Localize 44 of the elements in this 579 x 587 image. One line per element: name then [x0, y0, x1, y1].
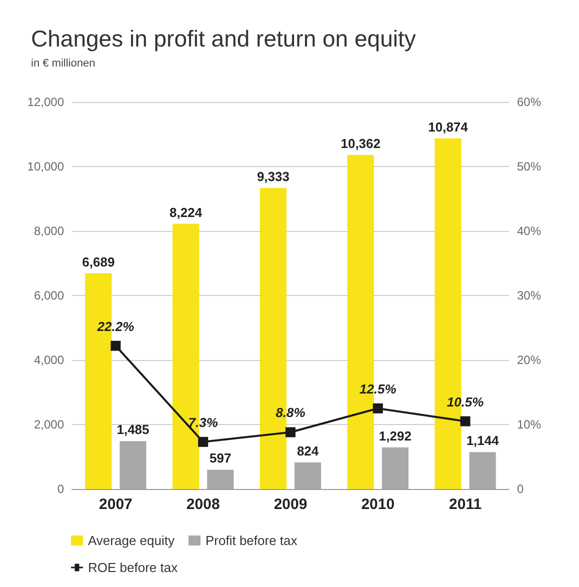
x-tick-label: 2009 — [274, 496, 308, 513]
y2-tick-label: 60% — [517, 95, 542, 109]
legend-label: Profit before tax — [205, 533, 298, 548]
data-label: 6,689 — [82, 254, 115, 270]
bar — [207, 470, 234, 489]
y2-tick-label: 10% — [517, 418, 542, 432]
data-label: 8,224 — [170, 204, 203, 220]
point — [286, 427, 296, 438]
point — [110, 340, 121, 351]
data-label: 1,292 — [378, 428, 412, 444]
x-tick-label: 2008 — [186, 496, 220, 513]
y2-tick-label: 20% — [517, 353, 542, 367]
chart-title: Changes in profit and return on equity — [31, 26, 416, 52]
bar — [120, 441, 146, 489]
y-tick-label: 6,000 — [34, 288, 64, 302]
point — [372, 403, 383, 414]
y-tick-label: 12,000 — [27, 95, 64, 109]
x-tick-label: 2010 — [361, 496, 395, 513]
point — [198, 436, 208, 447]
data-label: 10,874 — [428, 119, 469, 134]
y-tick-label: 0 — [57, 482, 64, 496]
point — [460, 416, 470, 426]
data-label: 824 — [296, 443, 320, 458]
y-tick-label: 2,000 — [34, 418, 64, 432]
y2-tick-label: 0 — [517, 482, 524, 496]
data-label: 9,333 — [256, 169, 290, 184]
x-tick-label: 2011 — [449, 496, 482, 513]
legend-label: ROE before tax — [88, 560, 178, 575]
bar — [469, 452, 496, 489]
y2-tick-label: 40% — [517, 224, 542, 238]
y-tick-label: 8,000 — [34, 224, 64, 238]
data-label: 597 — [210, 450, 232, 466]
y-tick-label: 4,000 — [34, 353, 64, 367]
chart-subtitle: in € millionen — [31, 58, 96, 70]
legend-label: Average equity — [88, 533, 175, 548]
bar — [294, 462, 322, 489]
y-tick-label: 10,000 — [27, 160, 64, 174]
y2-tick-label: 50% — [517, 160, 542, 174]
data-label: 10,362 — [340, 136, 380, 151]
data-label: 1,485 — [116, 422, 150, 438]
data-label: 1,144 — [466, 433, 500, 448]
x-tick-label: 2007 — [99, 496, 132, 513]
y2-tick-label: 30% — [517, 288, 542, 302]
bar — [382, 447, 408, 489]
